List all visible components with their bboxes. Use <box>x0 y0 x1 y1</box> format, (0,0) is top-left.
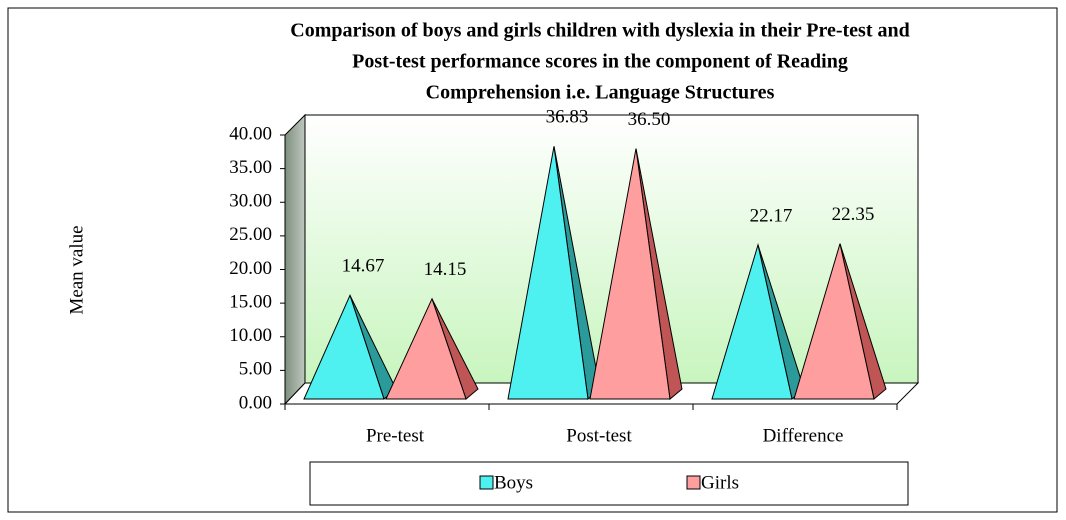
pyramid <box>589 148 683 400</box>
y-tick-label: 20.00 <box>229 258 272 279</box>
pyramid-front <box>589 148 671 400</box>
data-label: 22.17 <box>750 205 793 226</box>
chart-title: Comparison of boys and girls children wi… <box>290 20 910 42</box>
y-tick-label: 15.00 <box>229 291 272 312</box>
x-tick-label: Post-test <box>566 425 632 446</box>
y-tick-label: 30.00 <box>229 191 272 212</box>
pyramid-front <box>303 293 385 400</box>
data-label: 14.67 <box>342 256 385 277</box>
legend-label: Boys <box>494 472 533 493</box>
chart-title: Comprehension i.e. Language Structures <box>426 82 775 104</box>
pyramid-front <box>711 242 793 400</box>
y-tick-label: 25.00 <box>229 224 272 245</box>
pyramid-front <box>793 243 875 400</box>
y-tick-label: 40.00 <box>229 123 272 144</box>
data-label: 22.35 <box>832 204 875 225</box>
y-tick-label: 0.00 <box>239 392 272 413</box>
x-tick-label: Difference <box>763 425 844 446</box>
y-tick-label: 5.00 <box>239 359 272 380</box>
side-wall <box>284 113 306 406</box>
legend-swatch <box>479 475 494 490</box>
chart-title: Post-test performance scores in the comp… <box>352 51 848 73</box>
pyramid-front <box>507 146 589 400</box>
data-label: 36.83 <box>546 107 589 128</box>
pyramid <box>793 243 887 400</box>
y-tick-label: 35.00 <box>229 157 272 178</box>
legend-swatch <box>686 475 701 490</box>
pyramid <box>507 146 601 400</box>
pyramid <box>385 297 479 400</box>
pyramid <box>303 293 397 400</box>
data-label: 14.15 <box>424 259 467 280</box>
pyramid-front <box>385 297 467 400</box>
legend <box>309 461 909 506</box>
y-tick-label: 10.00 <box>229 325 272 346</box>
x-tick-label: Pre-test <box>366 425 425 446</box>
y-axis-label: Mean value <box>66 225 87 314</box>
data-label: 36.50 <box>628 109 671 130</box>
legend-label: Girls <box>701 472 739 493</box>
